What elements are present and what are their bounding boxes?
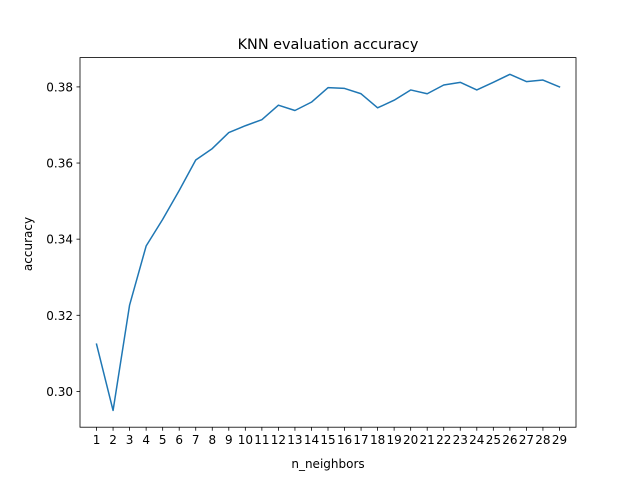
x-tick-label: 6: [175, 433, 183, 447]
x-tick-label: 15: [320, 433, 335, 447]
x-tick-label: 14: [304, 433, 319, 447]
x-tick-label: 11: [254, 433, 269, 447]
x-tick-label: 27: [519, 433, 534, 447]
x-tick-label: 28: [535, 433, 550, 447]
x-tick-label: 5: [159, 433, 167, 447]
x-tick-label: 3: [126, 433, 134, 447]
x-tick-label: 1: [93, 433, 101, 447]
y-tick-label: 0.32: [46, 309, 73, 323]
x-tick-label: 21: [420, 433, 435, 447]
x-tick-label: 9: [225, 433, 233, 447]
x-tick-label: 20: [403, 433, 418, 447]
plot-frame: [79, 57, 577, 428]
y-tick-label: 0.34: [46, 233, 73, 247]
x-tick-label: 7: [192, 433, 200, 447]
x-tick-label: 12: [271, 433, 286, 447]
x-tick-label: 29: [552, 433, 567, 447]
x-tick-label: 22: [436, 433, 451, 447]
x-tick-label: 16: [337, 433, 352, 447]
x-tick-label: 18: [370, 433, 385, 447]
x-tick-label: 4: [142, 433, 150, 447]
series-line: [95, 73, 561, 412]
x-tick-label: 8: [208, 433, 216, 447]
x-axis-label: n_neighbors: [291, 457, 364, 471]
x-tick-label: 24: [469, 433, 484, 447]
x-tick-label: 25: [486, 433, 501, 447]
chart-title: KNN evaluation accuracy: [238, 37, 419, 53]
x-tick-label: 23: [453, 433, 468, 447]
plot-area: [95, 73, 561, 412]
x-tick-label: 17: [353, 433, 368, 447]
y-axis-label: accuracy: [21, 217, 35, 271]
x-tick-label: 26: [502, 433, 517, 447]
y-axis: 0.30 0.32 0.34 0.36 0.38: [46, 80, 80, 399]
x-tick-label: 10: [238, 433, 253, 447]
y-tick-label: 0.36: [46, 157, 73, 171]
x-tick-label: 13: [287, 433, 302, 447]
x-tick-label: 19: [386, 433, 401, 447]
y-tick-label: 0.38: [46, 80, 73, 94]
x-axis: 1 2 3 4 5 6 7 8 9 10 11 12 13 14 15 16 17 18 19 20 21 22 23 24 2…: [93, 427, 567, 447]
y-tick-label: 0.30: [46, 385, 73, 399]
x-tick-label: 2: [109, 433, 117, 447]
